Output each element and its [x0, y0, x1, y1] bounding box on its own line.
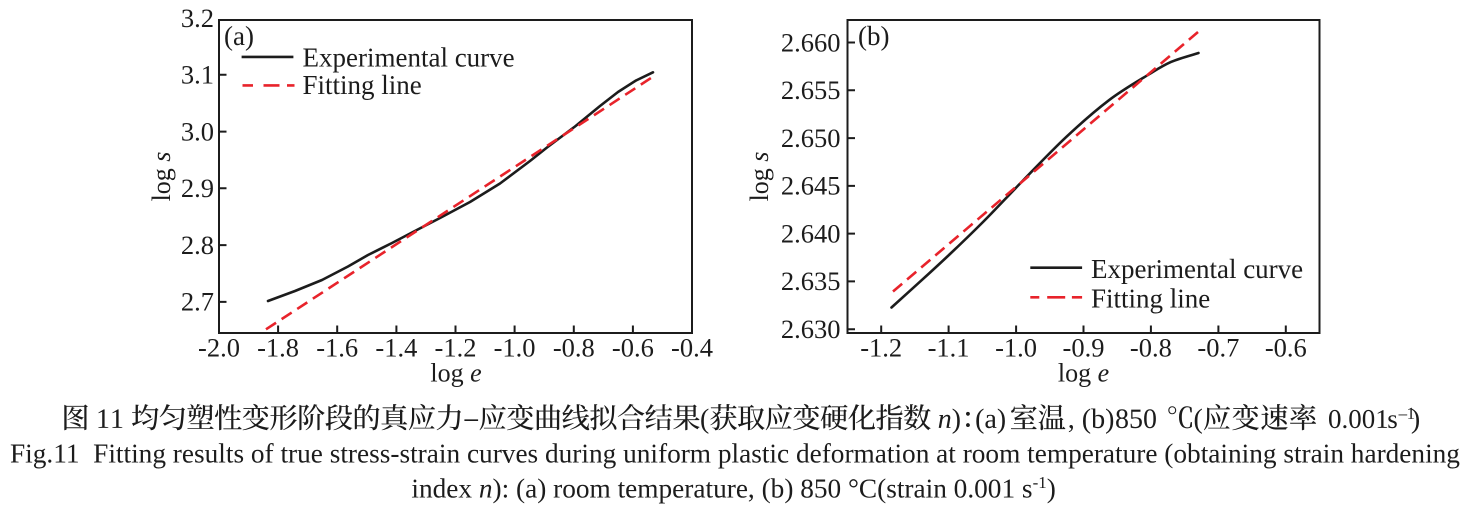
- svg-text:2.630: 2.630: [781, 314, 841, 344]
- svg-text:-0.8: -0.8: [553, 333, 595, 363]
- svg-text:2.635: 2.635: [781, 266, 841, 296]
- svg-text:Experimental curve: Experimental curve: [303, 42, 515, 72]
- svg-text:log e: log e: [1058, 359, 1109, 388]
- svg-text:-0.6: -0.6: [1265, 333, 1307, 363]
- svg-text:(b): (b): [858, 21, 889, 51]
- svg-text:-1.2: -1.2: [435, 333, 477, 363]
- svg-text:2.7: 2.7: [181, 287, 214, 317]
- svg-text:3.1: 3.1: [181, 60, 214, 90]
- svg-text:-0.4: -0.4: [671, 333, 713, 363]
- svg-text:2.650: 2.650: [781, 123, 841, 153]
- svg-text:-1.0: -1.0: [995, 333, 1037, 363]
- svg-text:2.645: 2.645: [781, 171, 841, 201]
- svg-text:-0.9: -0.9: [1063, 333, 1105, 363]
- svg-text:Fitting line: Fitting line: [303, 70, 422, 100]
- svg-text:log s: log s: [147, 152, 176, 202]
- svg-text:log s: log s: [745, 152, 774, 202]
- svg-text:3.2: 3.2: [181, 3, 214, 33]
- svg-text:-0.8: -0.8: [1130, 333, 1172, 363]
- svg-text:2.655: 2.655: [781, 75, 841, 105]
- svg-text:-1.1: -1.1: [928, 333, 970, 363]
- svg-text:Fitting line: Fitting line: [1091, 283, 1210, 313]
- svg-text:-1.8: -1.8: [257, 333, 299, 363]
- svg-text:-1.0: -1.0: [494, 333, 536, 363]
- svg-text:2.640: 2.640: [781, 218, 841, 248]
- svg-text:-1.4: -1.4: [375, 333, 417, 363]
- svg-text:Experimental curve: Experimental curve: [1091, 254, 1303, 284]
- svg-text:2.660: 2.660: [781, 27, 841, 57]
- svg-text:-1.6: -1.6: [316, 333, 358, 363]
- svg-text:-0.6: -0.6: [612, 333, 654, 363]
- svg-text:-0.7: -0.7: [1197, 333, 1239, 363]
- svg-text:Fig.11 Fitting results of tru: Fig.11 Fitting results of true stress-st…: [10, 439, 1460, 469]
- svg-text:2.8: 2.8: [181, 230, 214, 260]
- svg-text:index n): (a) room temperature: index n): (a) room temperature, (b) 850 …: [411, 473, 1055, 504]
- svg-text:log e: log e: [430, 359, 481, 388]
- svg-text:-1.2: -1.2: [860, 333, 902, 363]
- svg-text:(a): (a): [224, 21, 254, 51]
- svg-text:-2.0: -2.0: [198, 333, 240, 363]
- svg-text:2.9: 2.9: [181, 173, 214, 203]
- svg-text:3.0: 3.0: [181, 116, 214, 146]
